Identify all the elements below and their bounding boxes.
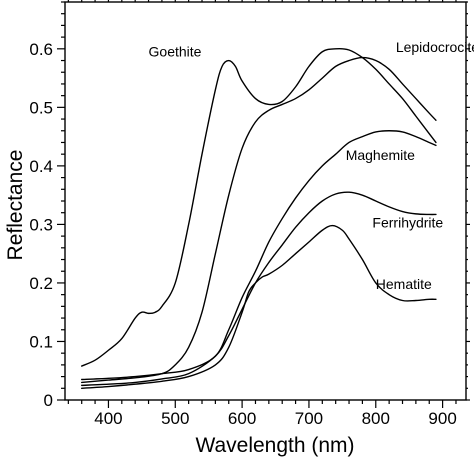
- x-axis-title: Wavelength (nm): [195, 434, 354, 457]
- series-label-hematite: Hematite: [376, 276, 432, 292]
- plot-frame: [64, 1, 467, 401]
- y-tick-label: 0: [44, 391, 53, 410]
- y-tick-label: 0.4: [29, 157, 53, 176]
- series-line-maghemite: [81, 130, 437, 381]
- series-label-lepidocrocite: Lepidocrocite: [396, 39, 474, 55]
- series-label-goethite: Goethite: [149, 43, 202, 59]
- series-line-lepidocrocite: [81, 56, 437, 384]
- series-line-goethite: [81, 47, 437, 367]
- x-tick-label: 600: [228, 409, 256, 428]
- x-tick-label: 800: [362, 409, 390, 428]
- series-label-ferrihydrite: Ferrihydrite: [372, 214, 443, 230]
- y-tick-label: 0.6: [29, 40, 53, 59]
- series-label-maghemite: Maghemite: [346, 147, 415, 163]
- y-tick-label: 0.3: [29, 215, 53, 234]
- x-tick-label: 500: [161, 409, 189, 428]
- y-tick-label: 0.5: [29, 98, 53, 117]
- series-line-ferrihydrite: [81, 191, 437, 387]
- axis-ticks: 400 500 600 700 800 900 0 0.1 0.2 0.3 0.4 0.5 0.6: [29, 0, 470, 428]
- y-axis-title: Reflectance: [4, 150, 27, 261]
- series-labels: Goethite Lepidocrocite Maghemite Ferrihydri…: [149, 39, 474, 292]
- series-line-hematite: [81, 224, 437, 389]
- x-tick-label: 400: [94, 409, 122, 428]
- x-tick-label: 900: [428, 409, 456, 428]
- y-tick-label: 0.2: [29, 274, 53, 293]
- plot-border: [64, 1, 467, 401]
- series-lines: [81, 47, 437, 389]
- y-tick-label: 0.1: [29, 332, 53, 351]
- x-tick-label: 700: [295, 409, 323, 428]
